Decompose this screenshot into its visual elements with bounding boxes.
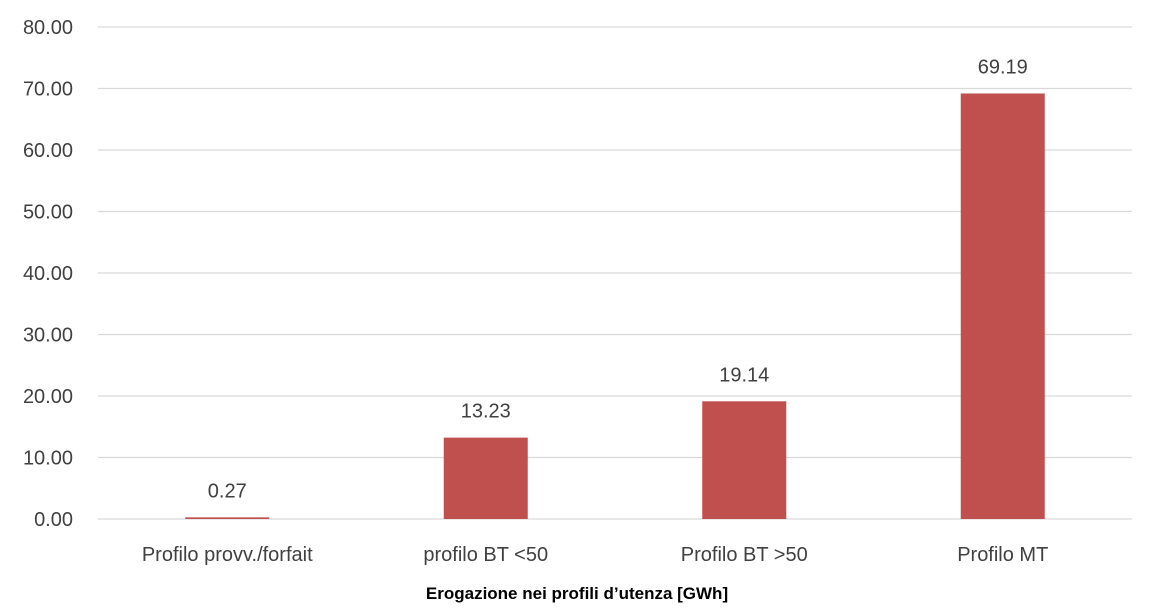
- x-axis-category-labels: Profilo provv./forfait profilo BT <50 Prof…: [142, 544, 1048, 566]
- data-label: 69.19: [978, 56, 1028, 78]
- bars: [185, 93, 1045, 519]
- y-tick-label: 30.00: [23, 325, 73, 347]
- data-labels: 0.27 13.23 19.14 69.19: [208, 56, 1028, 502]
- bar: [702, 401, 787, 519]
- x-axis-title: Erogazione nei profili d’utenza [GWh]: [426, 584, 728, 603]
- data-label: 0.27: [208, 480, 247, 502]
- y-tick-label: 70.00: [23, 79, 73, 101]
- y-tick-label: 10.00: [23, 448, 73, 470]
- y-axis-tick-labels: 0.00 10.00 20.00 30.00 40.00 50.00 60.00 70.00 8…: [23, 17, 73, 531]
- y-tick-label: 80.00: [23, 17, 73, 39]
- gridlines: [98, 26, 1132, 520]
- data-label: 19.14: [719, 364, 769, 386]
- y-tick-label: 40.00: [23, 263, 73, 285]
- bar: [443, 437, 528, 519]
- bar: [960, 93, 1045, 519]
- data-label: 13.23: [461, 401, 511, 423]
- y-tick-label: 60.00: [23, 140, 73, 162]
- x-category-label: profilo BT <50: [423, 544, 548, 566]
- x-category-label: Profilo provv./forfait: [142, 544, 313, 566]
- y-tick-label: 0.00: [34, 509, 73, 531]
- y-tick-label: 20.00: [23, 386, 73, 408]
- y-tick-label: 50.00: [23, 202, 73, 224]
- bar: [185, 517, 270, 519]
- x-category-label: Profilo BT >50: [681, 544, 808, 566]
- x-category-label: Profilo MT: [957, 544, 1048, 566]
